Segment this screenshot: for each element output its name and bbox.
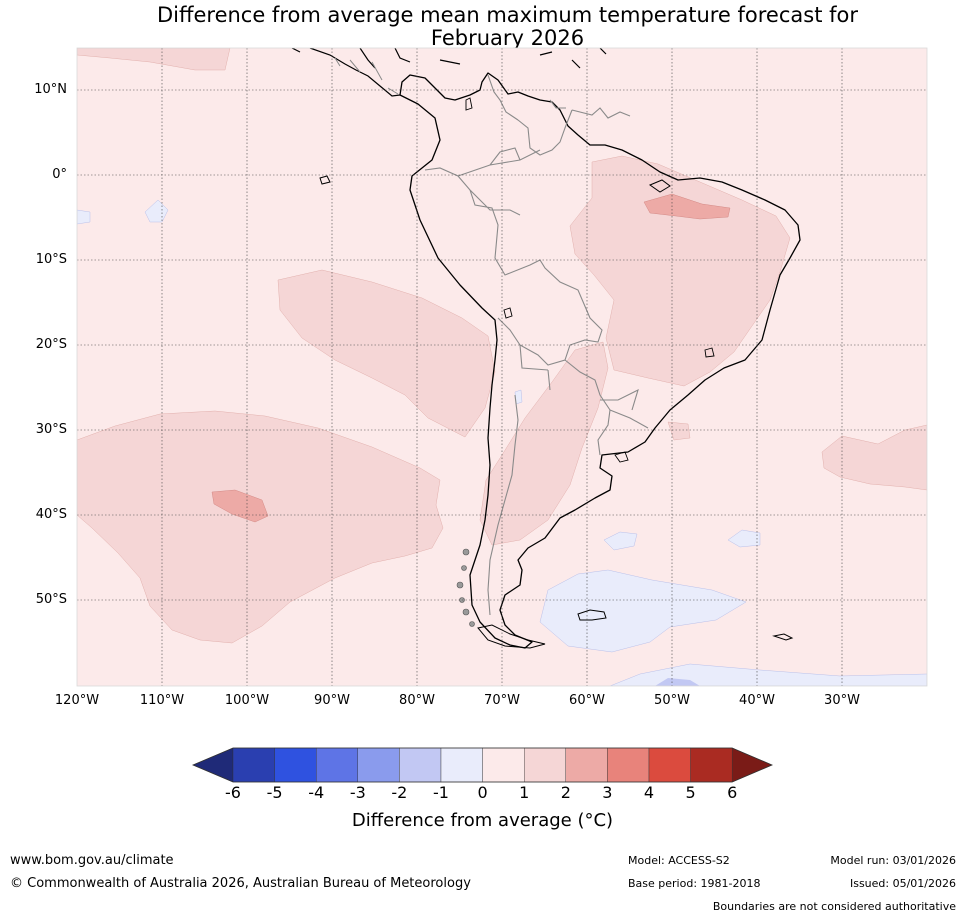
- border-central-america: [334, 57, 399, 95]
- lat-label-10n: 10°N: [34, 82, 67, 97]
- anomaly-region-atlantic-cool-1: [603, 531, 638, 551]
- lat-label-30s: 30°S: [35, 422, 67, 437]
- anomaly-region-pacific-south: [77, 410, 444, 644]
- colorbar-tick: 5: [685, 783, 696, 802]
- colorbar-tick: -6: [225, 783, 241, 802]
- lat-label-50s: 50°S: [35, 592, 67, 607]
- colorbar-bin: [232, 747, 275, 783]
- lon-label-90w: 90°W: [314, 693, 350, 708]
- colorbar-bin: [524, 747, 567, 783]
- footer-boundary-note: Boundaries are not considered authoritat…: [712, 900, 956, 913]
- colorbar: [191, 747, 774, 783]
- anomaly-region-pacific-warm-core: [211, 489, 269, 523]
- colorbar-bin: [648, 747, 691, 783]
- coastline-south-georgia: [772, 633, 794, 641]
- colorbar-tick: 6: [727, 783, 738, 802]
- anomaly-region-pacific-cool-2: [77, 209, 91, 225]
- colorbar-bin: [565, 747, 608, 783]
- footer-issued: Issued: 05/01/2026: [849, 877, 956, 890]
- chilean-islands: [462, 548, 470, 556]
- colorbar-bin: [316, 747, 359, 783]
- chart-title: Difference from average mean maximum tem…: [0, 4, 965, 50]
- anomaly-region-north: [77, 48, 231, 71]
- colorbar-label: Difference from average (°C): [351, 810, 614, 831]
- border-chile-argentina: [487, 394, 519, 616]
- anomaly-region-atlantic-east: [821, 424, 927, 491]
- lat-label-0: 0°: [52, 167, 67, 182]
- footer-model-run: Model run: 03/01/2026: [830, 854, 956, 867]
- colorbar-tick: -3: [349, 783, 366, 802]
- anomaly-region-patagonia-cool: [539, 569, 747, 653]
- country-borders: [424, 74, 649, 456]
- lake-titicaca: [503, 307, 513, 319]
- colorbar-bin: [440, 747, 483, 783]
- colorbar-tick: -1: [433, 783, 449, 802]
- lon-label-100w: 100°W: [224, 693, 270, 708]
- colorbar-tick: 0: [477, 783, 488, 802]
- coastline-galapagos: [319, 175, 331, 185]
- colorbar-arrow-high: [732, 747, 773, 783]
- lat-label-40s: 40°S: [35, 507, 67, 522]
- lon-label-40w: 40°W: [739, 693, 775, 708]
- anomaly-region-amazon-warm-core: [643, 193, 731, 220]
- lon-label-80w: 80°W: [399, 693, 435, 708]
- colorbar-bin: [607, 747, 650, 783]
- coastline-marajo-island: [648, 179, 671, 193]
- lon-label-70w: 70°W: [484, 693, 520, 708]
- anomaly-region-brazil: [569, 155, 791, 387]
- colorbar-tick: -5: [266, 783, 283, 802]
- colorbar-arrow-low: [192, 747, 234, 783]
- lat-label-10s: 10°S: [35, 252, 67, 267]
- coastline-falkland-islands: [577, 609, 607, 621]
- colorbar-tick: -4: [308, 783, 325, 802]
- chilean-islands: [469, 621, 475, 627]
- colorbar-bin: [274, 747, 317, 783]
- colorbar-tick: 1: [519, 783, 530, 802]
- colorbar-tick: -2: [391, 783, 408, 802]
- anomaly-region-argentina: [479, 341, 609, 546]
- coastline-central-america: [291, 48, 607, 97]
- lon-label-120w: 120°W: [54, 693, 100, 708]
- colorbar-bin: [482, 747, 525, 783]
- lon-label-60w: 60°W: [569, 693, 605, 708]
- colorbar-bin: [399, 747, 442, 783]
- colorbar-outline: [191, 747, 774, 783]
- coastline-tierra-del-fuego: [477, 624, 546, 649]
- lake-mirim: [614, 451, 629, 463]
- anomaly-region-southern-ocean-cooler: [655, 678, 700, 686]
- title-line-1: Difference from average mean maximum tem…: [157, 3, 858, 27]
- lat-label-20s: 20°S: [35, 337, 67, 352]
- chilean-islands: [461, 565, 467, 571]
- colorbar-bin: [690, 747, 733, 783]
- footer-url-link[interactable]: www.bom.gov.au/climate: [10, 853, 174, 868]
- colorbar-tick: 4: [643, 783, 655, 802]
- map-frame: [76, 47, 928, 687]
- footer-base-period: Base period: 1981-2018: [628, 877, 761, 890]
- anomaly-region-atlantic-cool-2: [727, 529, 761, 548]
- chilean-islands: [462, 608, 470, 616]
- coastline-south-america: [399, 72, 801, 649]
- lake-maracaibo: [465, 97, 473, 111]
- forecast-map: [76, 47, 928, 687]
- lon-label-110w: 110°W: [139, 693, 185, 708]
- lon-label-50w: 50°W: [654, 693, 690, 708]
- chilean-islands: [456, 581, 464, 589]
- footer-copyright: © Commonwealth of Australia 2026, Austra…: [10, 876, 471, 891]
- reservoir-brazil: [704, 347, 715, 358]
- footer-model: Model: ACCESS-S2: [628, 854, 730, 867]
- colorbar-bin: [357, 747, 400, 783]
- colorbar-tick: 3: [602, 783, 613, 802]
- title-line-2: February 2026: [430, 26, 585, 50]
- colorbar-tick: 2: [560, 783, 571, 802]
- lon-label-30w: 30°W: [824, 693, 860, 708]
